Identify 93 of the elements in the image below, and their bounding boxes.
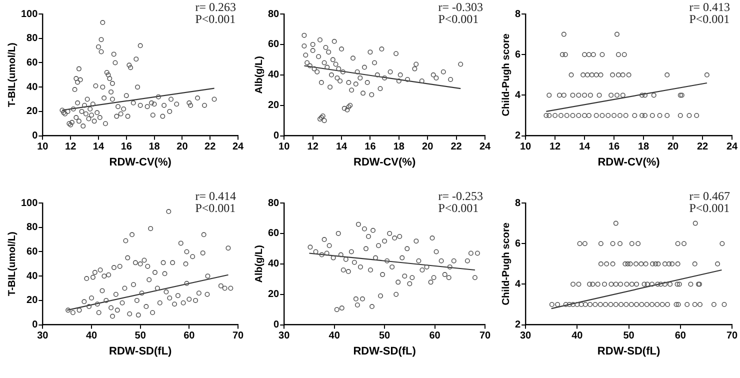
x-tick-label: 30 xyxy=(520,330,532,342)
x-tick-label: 12 xyxy=(549,142,562,153)
annotation: P<0.001 xyxy=(689,12,730,26)
x-tick-label: 60 xyxy=(674,330,686,342)
y-tick-label: 2 xyxy=(515,320,521,331)
x-tick-label: 24 xyxy=(479,142,491,153)
x-tick-label: 14 xyxy=(578,142,591,153)
x-axis-title: RDW-CV(%) xyxy=(598,156,660,168)
y-tick-label: 6 xyxy=(515,238,521,250)
annotation: r= 0.263 xyxy=(195,0,236,14)
x-tick-label: 60 xyxy=(429,330,441,342)
y-tick-label: 100 xyxy=(20,8,38,20)
x-tick-label: 18 xyxy=(393,142,405,153)
annotation: r= 0.414 xyxy=(195,189,236,204)
x-tick-label: 50 xyxy=(379,330,391,342)
y-tick-label: 40 xyxy=(26,82,38,93)
y-tick-label: 0 xyxy=(32,320,38,331)
annotation: r= -0.303 xyxy=(438,0,484,14)
y-tick-label: 40 xyxy=(26,270,38,282)
x-tick-label: 70 xyxy=(232,330,244,342)
x-tick-label: 60 xyxy=(184,330,196,342)
x-axis-title: RDW-SD(fL) xyxy=(353,345,416,358)
annotation: P<0.001 xyxy=(689,201,730,216)
y-tick-label: 80 xyxy=(268,198,280,209)
x-tick-label: 22 xyxy=(450,142,462,153)
y-axis-title: Alb(g/L) xyxy=(254,56,265,94)
y-tick-label: 60 xyxy=(26,246,38,258)
y-tick-label: 20 xyxy=(268,289,280,300)
x-tick-label: 22 xyxy=(696,142,709,153)
x-tick-label: 70 xyxy=(479,330,491,342)
annotation: r= 0.413 xyxy=(689,0,730,14)
x-tick-label: 18 xyxy=(638,142,650,153)
y-tick-label: 20 xyxy=(268,100,280,112)
y-tick-label: 8 xyxy=(515,198,521,209)
x-axis-title: RDW-SD(fL) xyxy=(108,345,172,358)
x-tick-label: 12 xyxy=(307,142,319,153)
y-tick-label: 8 xyxy=(515,8,521,20)
y-tick-label: 20 xyxy=(26,106,38,118)
x-tick-label: 10 xyxy=(37,142,49,153)
x-tick-label: 40 xyxy=(572,330,584,342)
y-tick-label: 0 xyxy=(274,130,280,142)
x-tick-label: 18 xyxy=(148,142,160,153)
y-tick-label: 80 xyxy=(268,8,280,20)
annotation: P<0.001 xyxy=(195,201,236,216)
y-tick-label: 4 xyxy=(515,90,521,101)
x-axis-title: RDW-CV(%) xyxy=(354,156,416,168)
y-tick-label: 2 xyxy=(515,130,521,142)
x-tick-label: 10 xyxy=(278,142,290,153)
y-tick-label: 40 xyxy=(268,70,280,81)
x-tick-label: 14 xyxy=(336,142,348,153)
x-axis-title: RDW-CV(%) xyxy=(109,156,172,168)
x-tick-label: 20 xyxy=(422,142,434,153)
x-tick-label: 22 xyxy=(204,142,216,153)
y-tick-label: 100 xyxy=(20,198,38,209)
x-tick-label: 12 xyxy=(65,142,77,153)
y-tick-label: 0 xyxy=(274,320,280,331)
y-tick-label: 80 xyxy=(26,222,38,234)
x-tick-label: 24 xyxy=(726,142,738,153)
x-tick-label: 10 xyxy=(520,142,532,153)
annotation: P<0.001 xyxy=(195,12,236,26)
x-tick-label: 30 xyxy=(278,330,290,342)
y-tick-label: 4 xyxy=(515,278,521,290)
x-tick-label: 40 xyxy=(328,330,340,342)
x-tick-label: 20 xyxy=(176,142,188,153)
x-axis-title: RDW-SD(fL) xyxy=(597,345,660,358)
y-tick-label: 80 xyxy=(26,33,38,44)
x-tick-label: 16 xyxy=(608,142,620,153)
x-tick-label: 16 xyxy=(364,142,376,153)
y-tick-label: 6 xyxy=(515,49,521,60)
x-tick-label: 50 xyxy=(134,330,146,342)
y-axis-title: T-BIL(umol/L) xyxy=(6,42,18,108)
y-tick-label: 40 xyxy=(268,258,280,270)
annotation: r= -0.253 xyxy=(438,189,484,204)
y-tick-label: 60 xyxy=(26,57,38,68)
annotation: P<0.001 xyxy=(438,12,479,26)
x-tick-label: 70 xyxy=(726,330,738,342)
y-tick-label: 60 xyxy=(268,39,280,50)
x-tick-label: 50 xyxy=(623,330,635,342)
annotation: P<0.001 xyxy=(438,201,479,216)
y-tick-label: 20 xyxy=(26,295,38,306)
x-tick-label: 20 xyxy=(667,142,680,153)
y-tick-label: 0 xyxy=(32,130,38,142)
y-axis-title: Alb(g/L) xyxy=(254,245,265,283)
y-axis-title: Child-Pugh score xyxy=(500,33,512,116)
x-tick-label: 24 xyxy=(232,142,244,153)
y-axis-title: T-BIL(umol/L) xyxy=(6,232,18,296)
annotation: r= 0.467 xyxy=(689,189,730,204)
x-tick-label: 14 xyxy=(92,142,104,153)
y-tick-label: 60 xyxy=(268,228,280,240)
y-axis-title: Child-Pugh score xyxy=(500,222,512,306)
x-tick-label: 16 xyxy=(120,142,132,153)
x-tick-label: 30 xyxy=(37,330,49,342)
x-tick-label: 40 xyxy=(86,330,98,342)
